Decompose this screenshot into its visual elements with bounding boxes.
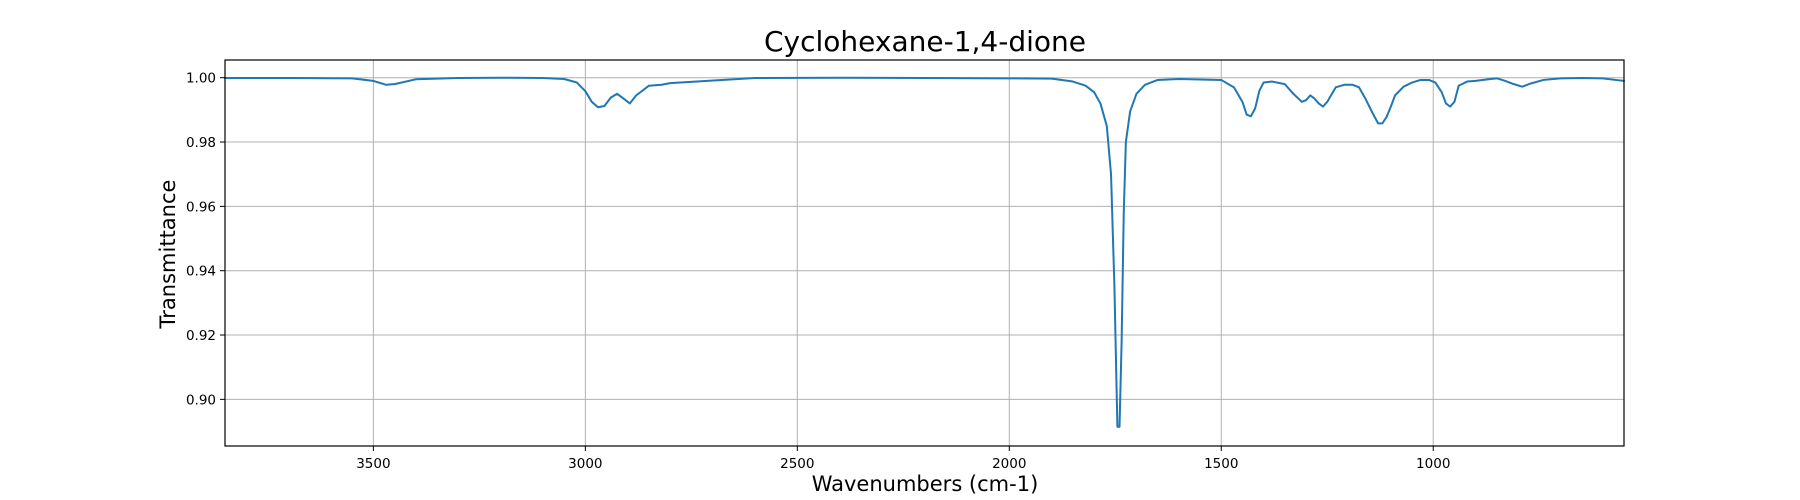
x-tick-label: 2500 [780,456,814,472]
y-tick-label: 1.00 [186,71,216,87]
x-tick-label: 1000 [1416,456,1450,472]
y-tick-label: 0.92 [186,328,216,344]
y-tick-label: 0.96 [186,199,216,215]
x-tick-label: 3000 [568,456,602,472]
grid-lines [225,60,1624,446]
y-axis-label: Transmittance [156,180,180,330]
x-tick-label: 3500 [356,456,390,472]
x-tick-label: 1500 [1204,456,1238,472]
y-tick-label: 0.94 [186,264,216,280]
x-tick-label: 2000 [992,456,1026,472]
y-tick-label: 0.98 [186,135,216,151]
x-axis-label: Wavenumbers (cm-1) [812,472,1039,496]
plot-frame [224,59,1625,447]
chart-title: Cyclohexane-1,4-dione [764,25,1086,58]
axis-ticks: 3500 3000 2500 2000 1500 1000 0.90 0.92 0.94 0.96… [186,71,1450,472]
y-tick-label: 0.90 [186,392,216,408]
spectrum-line [224,76,1625,428]
series-layer [224,76,1625,428]
